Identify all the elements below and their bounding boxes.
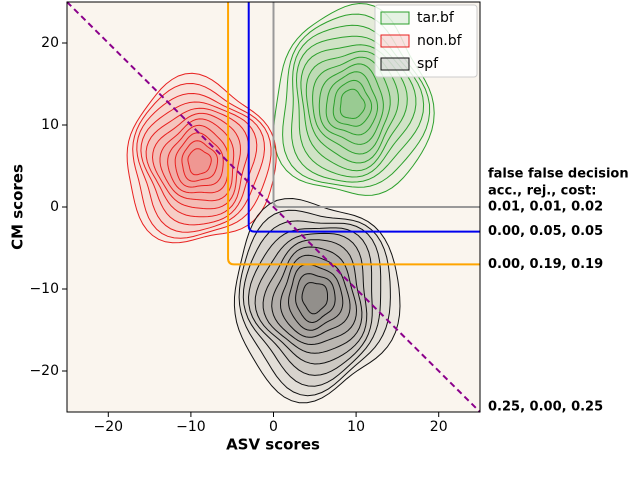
y-axis-label: CM scores	[9, 164, 27, 250]
threshold-label: 0.01, 0.01, 0.02	[488, 200, 603, 215]
threshold-header: false false decision	[488, 167, 629, 182]
threshold-label: 0.00, 0.19, 0.19	[488, 257, 603, 272]
x-tick-label: 20	[430, 419, 448, 435]
y-tick-label: 10	[41, 117, 59, 133]
x-tick-label: −10	[176, 419, 206, 435]
legend-swatch	[380, 57, 410, 71]
y-tick-label: 20	[41, 35, 59, 51]
y-tick-label: 0	[50, 199, 59, 215]
contour-line	[254, 232, 368, 365]
threshold-line	[272, 2, 480, 208]
contour-line	[126, 72, 277, 244]
contour-line	[242, 220, 382, 387]
contour-line	[159, 118, 235, 202]
contour-line	[271, 246, 358, 346]
contour-line	[339, 88, 366, 120]
contour-line	[238, 209, 391, 397]
legend-swatch	[380, 34, 410, 48]
x-tick-label: 0	[269, 419, 278, 435]
contour-line	[332, 79, 373, 127]
x-tick-label: −20	[94, 419, 124, 435]
diagonal-line	[66, 1, 481, 413]
contour-line	[301, 282, 328, 315]
marks	[66, 1, 481, 413]
y-tick-label: −10	[29, 281, 59, 297]
x-axis-label: ASV scores	[226, 436, 320, 454]
contour-line	[318, 63, 384, 145]
legend-label: non.bf	[417, 33, 463, 49]
diagonal-label: 0.25, 0.00, 0.25	[488, 400, 603, 415]
y-tick-label: −20	[29, 363, 59, 379]
contour-line	[187, 148, 212, 176]
contour-line	[233, 197, 401, 404]
legend-label: spf	[417, 56, 439, 72]
threshold-line	[247, 2, 480, 233]
legend	[374, 4, 478, 78]
threshold-header: acc., rej., cost:	[488, 184, 596, 199]
contour-line	[312, 56, 391, 155]
legend-swatch	[380, 11, 410, 25]
legend-label: tar.bf	[417, 10, 455, 26]
contour-line	[145, 107, 250, 218]
x-tick-label: 10	[347, 419, 365, 435]
contour-line	[325, 71, 379, 136]
threshold-label: 0.00, 0.05, 0.05	[488, 224, 603, 239]
threshold-line	[227, 2, 480, 266]
